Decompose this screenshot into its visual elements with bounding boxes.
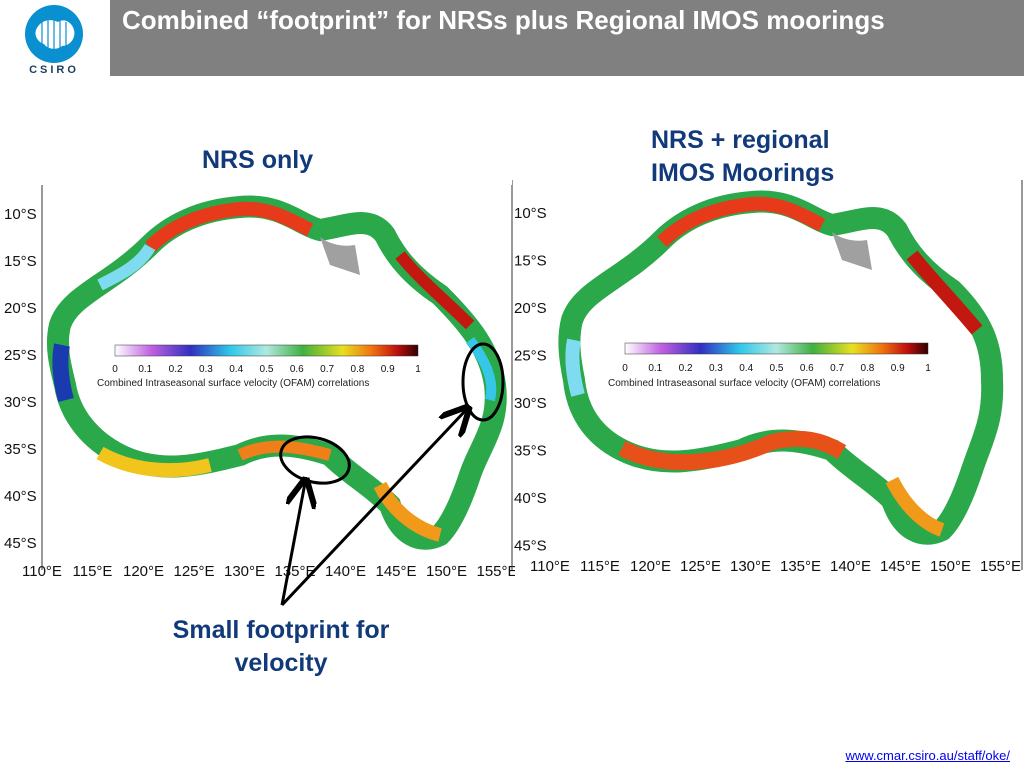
- colorbar-tick-label: 0: [112, 364, 118, 375]
- colorbar-label: Combined Intraseasonal surface velocity …: [608, 378, 880, 389]
- longitude-label: 110°E: [22, 563, 62, 580]
- nrs-only-label: NRS only: [202, 146, 314, 174]
- latitude-label: 40°S: [514, 490, 547, 507]
- colorbar-tick-label: 0.3: [709, 363, 723, 374]
- longitude-label: 115°E: [580, 558, 620, 575]
- latitude-label: 20°S: [514, 300, 547, 317]
- longitude-labels: 110°E 115°E 120°E 125°E 130°E 135°E 140°E 145°E…: [22, 563, 515, 580]
- latitude-label: 25°S: [514, 348, 547, 365]
- longitude-label: 110°E: [530, 558, 570, 575]
- latitude-labels: 10°S 15°S 20°S 25°S 30°S 35°S 40°S 45°S: [4, 206, 37, 552]
- longitude-label: 125°E: [174, 563, 215, 580]
- latitude-label: 40°S: [4, 488, 37, 505]
- longitude-label: 125°E: [680, 558, 721, 575]
- colorbar-tick-label: 0.9: [891, 363, 905, 374]
- latitude-label: 20°S: [4, 300, 37, 317]
- longitude-label: 135°E: [275, 563, 316, 580]
- longitude-label: 155°E: [980, 558, 1021, 575]
- nrs-regional-label: NRS + regional IMOS Moorings: [651, 126, 835, 187]
- latitude-label: 45°S: [4, 535, 37, 552]
- csiro-globe-icon: [25, 5, 83, 63]
- colorbar-tick-label: 0.7: [830, 363, 844, 374]
- longitude-label: 140°E: [325, 563, 366, 580]
- logo-text: CSIRO: [29, 64, 79, 76]
- latitude-label: 25°S: [4, 347, 37, 364]
- latitude-label: 15°S: [514, 253, 547, 270]
- longitude-labels: 110°E 115°E 120°E 125°E 130°E 135°E 140°E 145°E…: [530, 558, 1021, 575]
- colorbar-tick-label: 0.9: [381, 364, 395, 375]
- arrow-to-east-ellipse: [280, 410, 466, 607]
- highlight-ellipse-east: [461, 342, 505, 422]
- latitude-labels: 10°S 15°S 20°S 25°S 30°S 35°S 40°S 45°S: [514, 205, 547, 555]
- longitude-label: 150°E: [426, 563, 467, 580]
- colorbar-tick-label: 0.6: [290, 364, 304, 375]
- footer-url-link[interactable]: www.cmar.csiro.au/staff/oke/: [845, 748, 1011, 763]
- csiro-logo: CSIRO: [14, 4, 94, 80]
- latitude-label: 30°S: [514, 395, 547, 412]
- title-bar: Combined “footprint” for NRSs plus Regio…: [110, 0, 1024, 76]
- colorbar-tick-label: 0.5: [770, 363, 784, 374]
- longitude-label: 135°E: [780, 558, 821, 575]
- colorbar-tick-label: 1: [925, 363, 931, 374]
- colorbar-tick-label: 0.4: [739, 363, 753, 374]
- colorbar-tick-label: 0.1: [138, 364, 152, 375]
- small-footprint-label: Small footprint for velocity: [172, 616, 390, 677]
- colorbar-tick-label: 0.6: [800, 363, 814, 374]
- colorbar-tick-label: 0.8: [350, 364, 364, 375]
- slide-title: Combined “footprint” for NRSs plus Regio…: [122, 5, 885, 35]
- colorbar-tick-label: 0.5: [260, 364, 274, 375]
- colorbar: [114, 344, 419, 357]
- longitude-label: 120°E: [123, 563, 164, 580]
- colorbar-tick-label: 0.7: [320, 364, 334, 375]
- coastal-correlation-band: [46, 195, 507, 550]
- colorbar-tick-label: 0: [622, 363, 628, 374]
- nrs-only-map: 0 0.1 0.2 0.3 0.4 0.5 0.6 0.7 0.8 0.9 1 Combined I…: [4, 185, 515, 580]
- nrs-regional-map: 0 0.1 0.2 0.3 0.4 0.5 0.6 0.7 0.8 0.9 1 Combined I…: [512, 180, 1023, 575]
- colorbar-tick-label: 0.3: [199, 364, 213, 375]
- colorbar-label: Combined Intraseasonal surface velocity …: [97, 378, 369, 389]
- longitude-label: 150°E: [930, 558, 971, 575]
- colorbar-tick-label: 1: [415, 364, 421, 375]
- colorbar-ticks: 0 0.1 0.2 0.3 0.4 0.5 0.6 0.7 0.8 0.9 1: [112, 364, 421, 375]
- latitude-label: 30°S: [4, 394, 37, 411]
- colorbar-tick-label: 0.1: [648, 363, 662, 374]
- latitude-label: 10°S: [514, 205, 547, 222]
- colorbar-tick-label: 0.2: [679, 363, 693, 374]
- colorbar-ticks: 0 0.1 0.2 0.3 0.4 0.5 0.6 0.7 0.8 0.9 1: [622, 363, 931, 374]
- longitude-label: 145°E: [376, 563, 417, 580]
- longitude-label: 155°E: [477, 563, 516, 580]
- longitude-label: 115°E: [73, 563, 113, 580]
- colorbar: [624, 342, 929, 355]
- coastal-correlation-band: [558, 190, 1004, 545]
- latitude-label: 15°S: [4, 253, 37, 270]
- colorbar-tick-label: 0.8: [860, 363, 874, 374]
- longitude-label: 145°E: [880, 558, 921, 575]
- longitude-label: 130°E: [224, 563, 265, 580]
- arrow-to-south-ellipse: [280, 483, 305, 606]
- latitude-label: 35°S: [514, 443, 547, 460]
- longitude-label: 130°E: [730, 558, 771, 575]
- longitude-label: 140°E: [830, 558, 871, 575]
- longitude-label: 120°E: [630, 558, 671, 575]
- latitude-label: 10°S: [4, 206, 37, 223]
- latitude-label: 45°S: [514, 538, 547, 555]
- latitude-label: 35°S: [4, 441, 37, 458]
- colorbar-tick-label: 0.2: [169, 364, 183, 375]
- colorbar-tick-label: 0.4: [229, 364, 243, 375]
